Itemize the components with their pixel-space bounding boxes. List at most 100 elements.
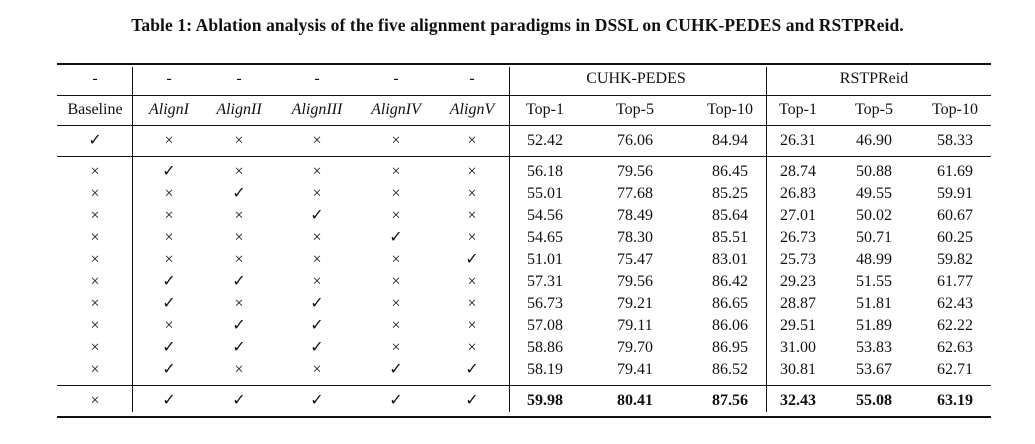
table-cell-mark: ✓ (310, 207, 324, 224)
column-header: Top-5 (855, 101, 893, 118)
group-header-dash: - (393, 70, 399, 87)
table-cell-mark: × (312, 229, 322, 246)
dataset-header: RSTPReid (839, 70, 909, 87)
table-cell-value: 62.71 (937, 361, 973, 378)
column-header: AlignI (149, 101, 189, 118)
table-cell-value: 28.87 (780, 295, 816, 312)
table-cell-value: 28.74 (780, 163, 816, 180)
table-cell-mark: × (234, 229, 244, 246)
column-header: Top-1 (779, 101, 817, 118)
table-cell-value: 62.63 (937, 339, 973, 356)
table-cell-value: 30.81 (780, 361, 816, 378)
column-header: AlignII (216, 101, 262, 118)
table-cell-value: 86.52 (712, 361, 748, 378)
column-header: AlignIII (291, 101, 343, 118)
table-cell-value: 83.01 (712, 251, 748, 268)
table-cell-mark: × (467, 229, 477, 246)
table-cell-value: 85.25 (712, 185, 748, 202)
table-cell-mark: ✓ (88, 132, 102, 149)
table-cell-mark: × (90, 185, 100, 202)
baseline-separator (132, 67, 133, 412)
table-cell-mark: × (90, 295, 100, 312)
table-cell-value: 59.91 (937, 185, 973, 202)
table-cell-mark: × (391, 273, 401, 290)
table-cell-value: 52.42 (527, 132, 563, 149)
table-cell-mark: ✓ (232, 317, 246, 334)
table-cell-mark: × (164, 251, 174, 268)
group-header-dash: - (469, 70, 475, 87)
table-cell-mark: × (164, 317, 174, 334)
table-cell-mark: × (467, 185, 477, 202)
table-cell-value: 59.82 (937, 251, 973, 268)
table-cell-value: 75.47 (617, 251, 653, 268)
table-cell-value: 27.01 (780, 207, 816, 224)
table-cell-mark: × (391, 163, 401, 180)
table-cell-value: 76.06 (617, 132, 653, 149)
table-cell-mark: ✓ (389, 229, 403, 246)
table-cell-value: 59.98 (527, 392, 563, 409)
table-cell-mark: × (234, 132, 244, 149)
table-cell-mark: × (90, 229, 100, 246)
table-cell-mark: × (164, 132, 174, 149)
table-cell-value: 61.69 (937, 163, 973, 180)
table-cell-mark: ✓ (162, 392, 176, 409)
table-cell-mark: × (90, 317, 100, 334)
table-cell-mark: × (467, 317, 477, 334)
table-cell-value: 60.67 (937, 207, 973, 224)
table-cell-value: 54.65 (527, 229, 563, 246)
group-header-dash: - (92, 70, 98, 87)
dataset-separator (766, 67, 767, 412)
group-header-dash: - (314, 70, 320, 87)
table-cell-mark: × (391, 132, 401, 149)
table-cell-mark: ✓ (232, 273, 246, 290)
column-header: Top-5 (616, 101, 654, 118)
table-cell-value: 50.88 (856, 163, 892, 180)
table-cell-mark: ✓ (389, 361, 403, 378)
table-cell-mark: × (312, 132, 322, 149)
table-cell-value: 53.83 (856, 339, 892, 356)
table-cell-mark: ✓ (232, 339, 246, 356)
table-cell-mark: × (391, 207, 401, 224)
table-cell-value: 84.94 (712, 132, 748, 149)
table-cell-mark: × (312, 185, 322, 202)
table-cell-mark: ✓ (465, 251, 479, 268)
table-cell-value: 86.42 (712, 273, 748, 290)
table-cell-value: 79.21 (617, 295, 653, 312)
table-cell-mark: × (90, 361, 100, 378)
table-cell-mark: × (312, 273, 322, 290)
group-header-dash: - (166, 70, 172, 87)
table-cell-mark: ✓ (162, 163, 176, 180)
table-cell-value: 55.01 (527, 185, 563, 202)
table-cell-value: 48.99 (856, 251, 892, 268)
table-cell-value: 77.68 (617, 185, 653, 202)
table-cell-mark: × (467, 207, 477, 224)
table-cell-value: 58.86 (527, 339, 563, 356)
table-cell-mark: × (90, 392, 100, 409)
table-cell-value: 79.70 (617, 339, 653, 356)
table-cell-value: 58.33 (937, 132, 973, 149)
table-cell-value: 46.90 (856, 132, 892, 149)
table-cell-value: 58.19 (527, 361, 563, 378)
table-cell-mark: × (467, 339, 477, 356)
table-caption: Table 1: Ablation analysis of the five a… (131, 15, 904, 35)
table-cell-mark: × (234, 163, 244, 180)
table-cell-value: 57.08 (527, 317, 563, 334)
group-rule (57, 95, 991, 96)
table-cell-value: 87.56 (712, 392, 748, 409)
dataset-header: CUHK-PEDES (586, 70, 686, 87)
table-cell-value: 86.95 (712, 339, 748, 356)
table-cell-value: 56.73 (527, 295, 563, 312)
table-cell-value: 29.23 (780, 273, 816, 290)
table-cell-value: 26.73 (780, 229, 816, 246)
table-cell-mark: ✓ (162, 339, 176, 356)
table-cell-value: 29.51 (780, 317, 816, 334)
column-header: Top-1 (526, 101, 564, 118)
table-cell-value: 56.18 (527, 163, 563, 180)
table-cell-mark: × (312, 163, 322, 180)
table-cell-value: 26.83 (780, 185, 816, 202)
table-cell-mark: × (164, 207, 174, 224)
table-cell-mark: × (391, 317, 401, 334)
table-cell-value: 61.77 (937, 273, 973, 290)
table-cell-mark: × (164, 229, 174, 246)
table-cell-mark: ✓ (162, 273, 176, 290)
